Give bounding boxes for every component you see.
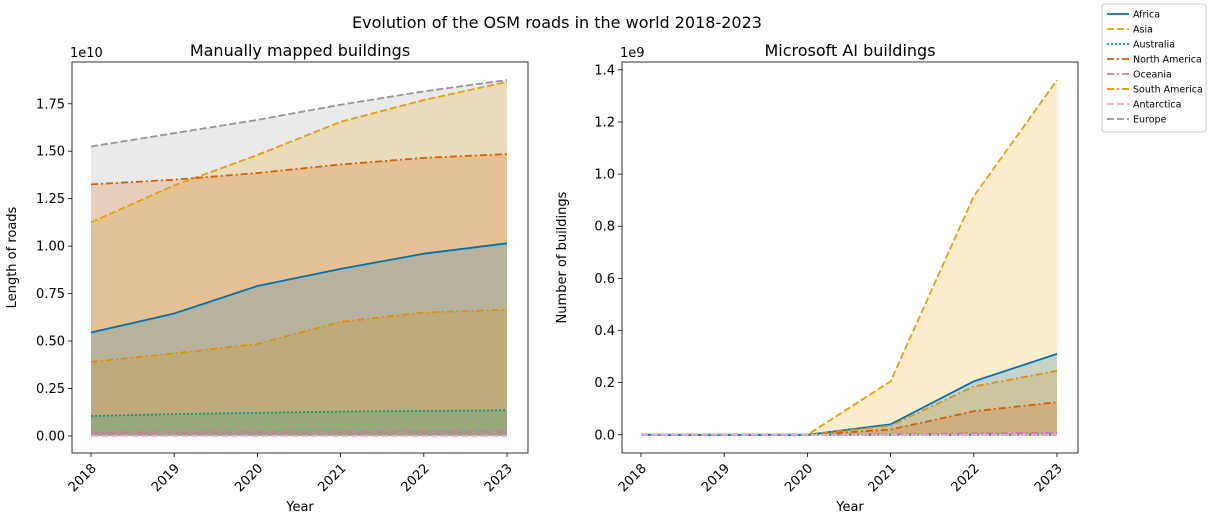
x-tick-label: 2023 xyxy=(482,461,516,495)
x-tick-label: 2018 xyxy=(66,461,100,495)
legend-label: North America xyxy=(1133,55,1202,66)
legend-label: South America xyxy=(1133,85,1203,96)
y-tick-label: 0.00 xyxy=(36,429,65,444)
y-tick-label: 1.75 xyxy=(36,97,65,112)
y-tick-label: 1.4 xyxy=(594,63,615,78)
legend-label: Australia xyxy=(1133,40,1175,51)
figure-title: Evolution of the OSM roads in the world … xyxy=(352,13,762,32)
area-north-america xyxy=(91,154,507,436)
x-tick-label: 2019 xyxy=(149,461,183,495)
line-australia xyxy=(90,409,508,417)
y-tick-label: 1.00 xyxy=(36,240,65,255)
x-tick-label: 2018 xyxy=(616,461,650,495)
legend-item: South America xyxy=(1107,85,1203,96)
chart-panel-2: 0.0 0.2 0.4 0.6 0.8 1.0 1.2 1.4 1e9 2018 2019 2020 2… xyxy=(555,41,1079,515)
plot-frame xyxy=(71,61,529,454)
y-tick-label: 1.50 xyxy=(36,145,65,160)
x-tick-label: 2022 xyxy=(949,461,983,495)
legend-item: Oceania xyxy=(1107,70,1172,81)
chart-title: Manually mapped buildings xyxy=(190,41,410,60)
legend-label: Africa xyxy=(1133,10,1160,21)
y-tick-label: 0.25 xyxy=(36,382,65,397)
y-offset-label: 1e10 xyxy=(70,46,103,61)
line-asia xyxy=(641,79,1058,436)
area-europe xyxy=(91,80,507,436)
x-tick-label: 2021 xyxy=(315,461,349,495)
legend: Africa Asia Australia North America Oceania S… xyxy=(1101,3,1207,133)
area-north-america xyxy=(641,402,1057,435)
area-south-america xyxy=(91,309,507,436)
legend-item: Australia xyxy=(1107,40,1175,51)
y-tick-label: 0.2 xyxy=(594,376,615,391)
line-europe xyxy=(90,79,508,148)
line-oceania xyxy=(641,431,1058,436)
line-north-america xyxy=(90,153,508,186)
area-asia xyxy=(91,81,507,436)
y-tick-label: 1.2 xyxy=(594,115,615,130)
legend-label: Asia xyxy=(1133,25,1153,36)
legend-item: Africa xyxy=(1107,10,1160,21)
legend-item: Asia xyxy=(1107,25,1153,36)
legend-item: Europe xyxy=(1107,115,1167,126)
y-axis-label: Number of buildings xyxy=(555,191,570,323)
area-africa xyxy=(91,243,507,436)
y-tick-label: 0.6 xyxy=(594,272,615,287)
x-tick-label: 2021 xyxy=(865,461,899,495)
legend-label: Europe xyxy=(1133,115,1167,126)
plot-frame xyxy=(621,61,1079,454)
legend-label: Antarctica xyxy=(1133,100,1181,111)
line-south-america xyxy=(90,308,508,363)
y-tick-label: 0.4 xyxy=(594,324,615,339)
y-tick-label: 1.0 xyxy=(594,168,615,183)
y-axis-label: Length of roads xyxy=(5,206,20,308)
x-axis-label: Year xyxy=(285,500,314,515)
x-tick-label: 2019 xyxy=(699,461,733,495)
x-tick-label: 2023 xyxy=(1032,461,1066,495)
y-tick-label: 0.75 xyxy=(36,287,65,302)
line-south-america xyxy=(641,370,1058,436)
line-asia xyxy=(90,81,508,224)
legend-label: Oceania xyxy=(1133,70,1172,81)
chart-title: Microsoft AI buildings xyxy=(764,41,935,60)
area-asia xyxy=(641,80,1057,435)
x-axis-label: Year xyxy=(835,500,864,515)
chart-panel-1: 0.00 0.25 0.50 0.75 1.00 1.25 1.50 1.75 1e10 2018… xyxy=(5,41,529,515)
y-offset-label: 1e9 xyxy=(620,46,645,61)
legend-box xyxy=(1101,3,1207,133)
area-oceania xyxy=(91,431,507,436)
x-tick-label: 2020 xyxy=(782,461,816,495)
area-australia xyxy=(91,410,507,436)
y-tick-label: 0.50 xyxy=(36,335,65,350)
y-tick-label: 1.25 xyxy=(36,192,65,207)
line-africa xyxy=(90,242,508,334)
x-tick-label: 2020 xyxy=(232,461,266,495)
legend-item: Antarctica xyxy=(1107,100,1181,111)
x-tick-label: 2022 xyxy=(399,461,433,495)
legend-item: North America xyxy=(1107,55,1202,66)
area-south-america xyxy=(641,370,1057,435)
line-north-america xyxy=(641,401,1058,436)
line-oceania xyxy=(90,430,508,434)
y-tick-label: 0.8 xyxy=(594,220,615,235)
y-tick-label: 0.0 xyxy=(594,428,615,443)
area-africa xyxy=(641,353,1057,435)
